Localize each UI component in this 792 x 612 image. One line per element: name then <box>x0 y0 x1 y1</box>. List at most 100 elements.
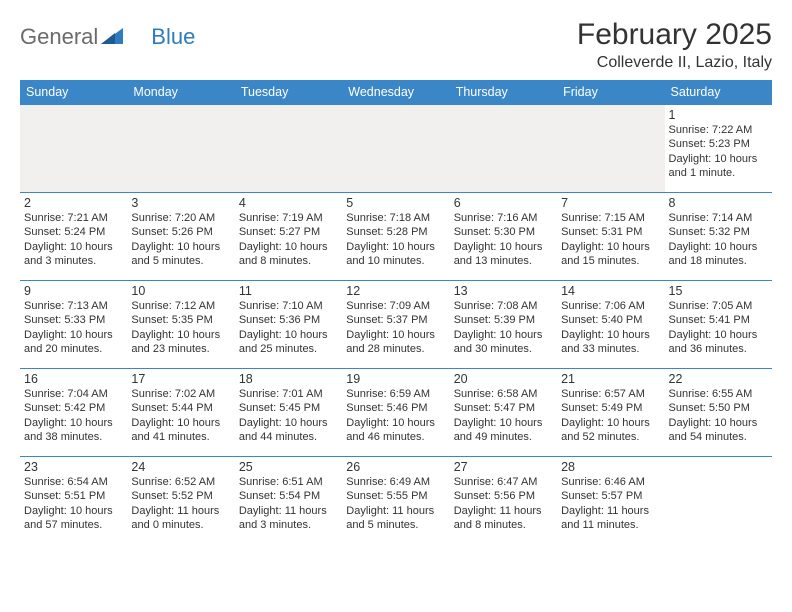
day-cell: 14Sunrise: 7:06 AMSunset: 5:40 PMDayligh… <box>557 281 664 369</box>
day-cell: 19Sunrise: 6:59 AMSunset: 5:46 PMDayligh… <box>342 369 449 457</box>
logo-text-gray: General <box>20 24 98 50</box>
day-header-cell: Friday <box>557 80 664 105</box>
day-number: 2 <box>24 196 123 210</box>
day-cell: 13Sunrise: 7:08 AMSunset: 5:39 PMDayligh… <box>450 281 557 369</box>
day-header-cell: Tuesday <box>235 80 342 105</box>
day-cell: 8Sunrise: 7:14 AMSunset: 5:32 PMDaylight… <box>665 193 772 281</box>
day-cell: 10Sunrise: 7:12 AMSunset: 5:35 PMDayligh… <box>127 281 234 369</box>
day-cell: 26Sunrise: 6:49 AMSunset: 5:55 PMDayligh… <box>342 457 449 545</box>
day-info: Sunrise: 7:02 AMSunset: 5:44 PMDaylight:… <box>131 387 230 444</box>
day-header-cell: Thursday <box>450 80 557 105</box>
day-info: Sunrise: 6:52 AMSunset: 5:52 PMDaylight:… <box>131 475 230 532</box>
day-info: Sunrise: 7:08 AMSunset: 5:39 PMDaylight:… <box>454 299 553 356</box>
day-info: Sunrise: 7:12 AMSunset: 5:35 PMDaylight:… <box>131 299 230 356</box>
day-number: 25 <box>239 460 338 474</box>
day-number: 1 <box>669 108 768 122</box>
day-cell: 22Sunrise: 6:55 AMSunset: 5:50 PMDayligh… <box>665 369 772 457</box>
calendar-table: SundayMondayTuesdayWednesdayThursdayFrid… <box>20 80 772 545</box>
day-info: Sunrise: 7:16 AMSunset: 5:30 PMDaylight:… <box>454 211 553 268</box>
day-number: 3 <box>131 196 230 210</box>
day-number: 5 <box>346 196 445 210</box>
day-cell: 6Sunrise: 7:16 AMSunset: 5:30 PMDaylight… <box>450 193 557 281</box>
day-number: 13 <box>454 284 553 298</box>
day-number: 15 <box>669 284 768 298</box>
logo-triangle-icon <box>101 24 123 50</box>
day-header-row: SundayMondayTuesdayWednesdayThursdayFrid… <box>20 80 772 105</box>
day-cell: 25Sunrise: 6:51 AMSunset: 5:54 PMDayligh… <box>235 457 342 545</box>
day-number: 24 <box>131 460 230 474</box>
day-header-cell: Sunday <box>20 80 127 105</box>
day-cell: 15Sunrise: 7:05 AMSunset: 5:41 PMDayligh… <box>665 281 772 369</box>
day-number: 21 <box>561 372 660 386</box>
empty-cell <box>20 105 127 193</box>
day-number: 23 <box>24 460 123 474</box>
day-number: 6 <box>454 196 553 210</box>
empty-cell <box>235 105 342 193</box>
day-number: 14 <box>561 284 660 298</box>
day-info: Sunrise: 7:09 AMSunset: 5:37 PMDaylight:… <box>346 299 445 356</box>
day-cell: 21Sunrise: 6:57 AMSunset: 5:49 PMDayligh… <box>557 369 664 457</box>
day-number: 27 <box>454 460 553 474</box>
day-info: Sunrise: 7:19 AMSunset: 5:27 PMDaylight:… <box>239 211 338 268</box>
day-number: 28 <box>561 460 660 474</box>
day-number: 8 <box>669 196 768 210</box>
month-title: February 2025 <box>577 18 772 52</box>
week-row: 2Sunrise: 7:21 AMSunset: 5:24 PMDaylight… <box>20 193 772 281</box>
day-cell: 5Sunrise: 7:18 AMSunset: 5:28 PMDaylight… <box>342 193 449 281</box>
day-cell: 12Sunrise: 7:09 AMSunset: 5:37 PMDayligh… <box>342 281 449 369</box>
day-info: Sunrise: 6:49 AMSunset: 5:55 PMDaylight:… <box>346 475 445 532</box>
day-info: Sunrise: 6:55 AMSunset: 5:50 PMDaylight:… <box>669 387 768 444</box>
day-info: Sunrise: 7:22 AMSunset: 5:23 PMDaylight:… <box>669 123 768 180</box>
day-number: 12 <box>346 284 445 298</box>
day-info: Sunrise: 6:46 AMSunset: 5:57 PMDaylight:… <box>561 475 660 532</box>
day-number: 10 <box>131 284 230 298</box>
day-info: Sunrise: 7:05 AMSunset: 5:41 PMDaylight:… <box>669 299 768 356</box>
day-info: Sunrise: 7:06 AMSunset: 5:40 PMDaylight:… <box>561 299 660 356</box>
day-info: Sunrise: 6:57 AMSunset: 5:49 PMDaylight:… <box>561 387 660 444</box>
empty-cell <box>557 105 664 193</box>
day-number: 19 <box>346 372 445 386</box>
day-cell: 23Sunrise: 6:54 AMSunset: 5:51 PMDayligh… <box>20 457 127 545</box>
day-info: Sunrise: 7:01 AMSunset: 5:45 PMDaylight:… <box>239 387 338 444</box>
day-info: Sunrise: 6:58 AMSunset: 5:47 PMDaylight:… <box>454 387 553 444</box>
week-row: 9Sunrise: 7:13 AMSunset: 5:33 PMDaylight… <box>20 281 772 369</box>
day-number: 18 <box>239 372 338 386</box>
logo: General Blue <box>20 18 195 50</box>
day-cell: 24Sunrise: 6:52 AMSunset: 5:52 PMDayligh… <box>127 457 234 545</box>
day-cell: 7Sunrise: 7:15 AMSunset: 5:31 PMDaylight… <box>557 193 664 281</box>
day-cell: 17Sunrise: 7:02 AMSunset: 5:44 PMDayligh… <box>127 369 234 457</box>
day-info: Sunrise: 7:13 AMSunset: 5:33 PMDaylight:… <box>24 299 123 356</box>
day-cell: 4Sunrise: 7:19 AMSunset: 5:27 PMDaylight… <box>235 193 342 281</box>
day-number: 22 <box>669 372 768 386</box>
logo-text-blue: Blue <box>151 24 195 50</box>
day-info: Sunrise: 7:15 AMSunset: 5:31 PMDaylight:… <box>561 211 660 268</box>
day-info: Sunrise: 7:14 AMSunset: 5:32 PMDaylight:… <box>669 211 768 268</box>
day-number: 26 <box>346 460 445 474</box>
day-cell: 18Sunrise: 7:01 AMSunset: 5:45 PMDayligh… <box>235 369 342 457</box>
day-info: Sunrise: 7:10 AMSunset: 5:36 PMDaylight:… <box>239 299 338 356</box>
day-cell: 2Sunrise: 7:21 AMSunset: 5:24 PMDaylight… <box>20 193 127 281</box>
day-cell: 11Sunrise: 7:10 AMSunset: 5:36 PMDayligh… <box>235 281 342 369</box>
week-row: 23Sunrise: 6:54 AMSunset: 5:51 PMDayligh… <box>20 457 772 545</box>
day-number: 11 <box>239 284 338 298</box>
day-number: 16 <box>24 372 123 386</box>
week-row: 1Sunrise: 7:22 AMSunset: 5:23 PMDaylight… <box>20 105 772 193</box>
empty-cell <box>342 105 449 193</box>
day-info: Sunrise: 7:04 AMSunset: 5:42 PMDaylight:… <box>24 387 123 444</box>
empty-cell <box>450 105 557 193</box>
day-header-cell: Wednesday <box>342 80 449 105</box>
day-info: Sunrise: 7:20 AMSunset: 5:26 PMDaylight:… <box>131 211 230 268</box>
day-cell: 20Sunrise: 6:58 AMSunset: 5:47 PMDayligh… <box>450 369 557 457</box>
day-info: Sunrise: 6:51 AMSunset: 5:54 PMDaylight:… <box>239 475 338 532</box>
empty-cell <box>665 457 772 545</box>
day-info: Sunrise: 6:54 AMSunset: 5:51 PMDaylight:… <box>24 475 123 532</box>
day-info: Sunrise: 6:47 AMSunset: 5:56 PMDaylight:… <box>454 475 553 532</box>
day-cell: 9Sunrise: 7:13 AMSunset: 5:33 PMDaylight… <box>20 281 127 369</box>
day-number: 4 <box>239 196 338 210</box>
day-cell: 16Sunrise: 7:04 AMSunset: 5:42 PMDayligh… <box>20 369 127 457</box>
day-cell: 3Sunrise: 7:20 AMSunset: 5:26 PMDaylight… <box>127 193 234 281</box>
day-header-cell: Monday <box>127 80 234 105</box>
day-info: Sunrise: 7:18 AMSunset: 5:28 PMDaylight:… <box>346 211 445 268</box>
day-number: 17 <box>131 372 230 386</box>
page-header: General Blue February 2025 Colleverde II… <box>20 18 772 72</box>
